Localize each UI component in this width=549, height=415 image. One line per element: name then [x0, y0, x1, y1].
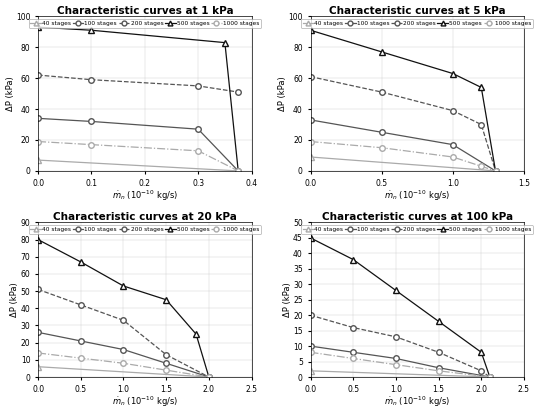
- X-axis label: $\dot{m}_n$ (10$^{-10}$ kg/s): $\dot{m}_n$ (10$^{-10}$ kg/s): [112, 395, 178, 410]
- Title: Characteristic curves at 100 kPa: Characteristic curves at 100 kPa: [322, 212, 513, 222]
- Y-axis label: ΔP (kPa): ΔP (kPa): [5, 76, 15, 111]
- Y-axis label: ΔP (kPa): ΔP (kPa): [10, 282, 19, 317]
- Title: Characteristic curves at 1 kPa: Characteristic curves at 1 kPa: [57, 5, 233, 15]
- Title: Characteristic curves at 20 kPa: Characteristic curves at 20 kPa: [53, 212, 237, 222]
- X-axis label: $\dot{m}_n$ (10$^{-10}$ kg/s): $\dot{m}_n$ (10$^{-10}$ kg/s): [112, 189, 178, 203]
- Y-axis label: ΔP (kPa): ΔP (kPa): [283, 282, 292, 317]
- X-axis label: $\dot{m}_n$ (10$^{-10}$ kg/s): $\dot{m}_n$ (10$^{-10}$ kg/s): [384, 189, 450, 203]
- X-axis label: $\dot{m}_n$ (10$^{-10}$ kg/s): $\dot{m}_n$ (10$^{-10}$ kg/s): [384, 395, 450, 410]
- Legend: 40 stages, 100 stages, 200 stages, 500 stages, 1000 stages: 40 stages, 100 stages, 200 stages, 500 s…: [301, 225, 534, 234]
- Y-axis label: ΔP (kPa): ΔP (kPa): [278, 76, 287, 111]
- Legend: 40 stages, 100 stages, 200 stages, 500 stages, 1000 stages: 40 stages, 100 stages, 200 stages, 500 s…: [301, 19, 534, 28]
- Title: Characteristic curves at 5 kPa: Characteristic curves at 5 kPa: [329, 5, 506, 15]
- Legend: 40 stages, 100 stages, 200 stages, 500 stages, 1000 stages: 40 stages, 100 stages, 200 stages, 500 s…: [29, 19, 261, 28]
- Legend: 40 stages, 100 stages, 200 stages, 500 stages, 1000 stages: 40 stages, 100 stages, 200 stages, 500 s…: [29, 225, 261, 234]
